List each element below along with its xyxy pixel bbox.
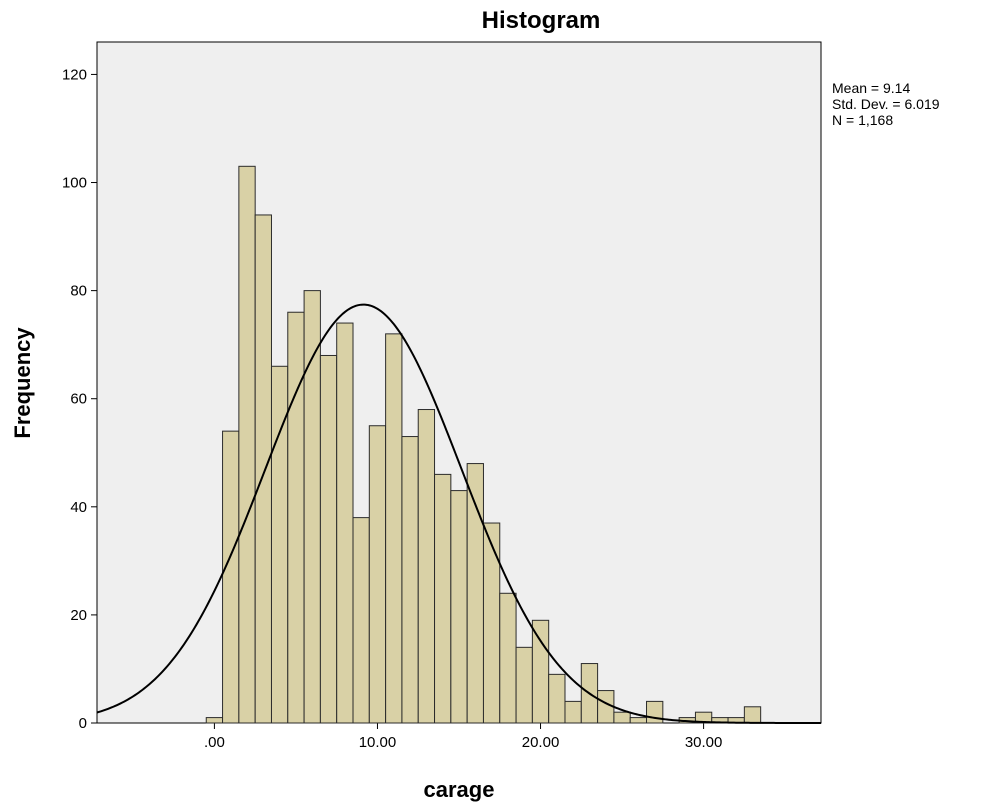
histogram-bar: [434, 473, 452, 724]
y-tick-label: 80: [70, 283, 87, 300]
normal-curve: [96, 303, 821, 724]
histogram-bar: [385, 333, 403, 724]
stat-mean: Mean = 9.14: [832, 80, 911, 96]
y-tick-label: 100: [62, 175, 87, 192]
histogram-bar: [482, 522, 501, 724]
x-tick-label: 20.00: [522, 734, 560, 751]
y-tick-label: 60: [70, 391, 87, 408]
histogram-bar: [450, 490, 468, 724]
x-tick-label: 30.00: [685, 734, 723, 751]
x-tick-label: 10.00: [359, 734, 397, 751]
y-axis: 0 20 40 60 80 100 120: [62, 66, 97, 732]
histogram-bar: [303, 290, 321, 724]
y-tick-label: 20: [70, 607, 87, 624]
histogram-bar: [336, 322, 354, 724]
histogram-bar: [743, 706, 762, 724]
histogram-bar: [564, 700, 582, 724]
chart-title: Histogram: [482, 7, 601, 34]
histogram-bar: [613, 711, 631, 724]
x-axis-label: carage: [424, 777, 495, 802]
histogram-bar: [646, 700, 664, 724]
x-axis: .00 10.00 20.00 30.00: [204, 723, 722, 751]
stat-std-dev: Std. Dev. = 6.019: [832, 96, 940, 112]
histogram-bar: [548, 673, 566, 724]
y-axis-label: Frequency: [10, 327, 35, 439]
histogram-bar: [401, 436, 419, 724]
stats-box: Mean = 9.14 Std. Dev. = 6.019 N = 1,168: [832, 80, 940, 128]
histogram-bar: [531, 619, 550, 724]
x-tick-label: .00: [204, 734, 225, 751]
histogram-bar: [205, 717, 224, 724]
y-tick-label: 120: [62, 66, 87, 83]
histogram-bar: [352, 517, 370, 724]
histogram-bar: [287, 311, 305, 724]
histogram-bar: [417, 409, 436, 724]
histogram-bar: [499, 592, 517, 724]
stat-n: N = 1,168: [832, 112, 894, 128]
histogram-bar: [319, 354, 338, 724]
histogram-bar: [254, 214, 272, 724]
y-tick-label: 0: [79, 715, 87, 732]
histogram-bar: [238, 165, 256, 724]
y-tick-label: 40: [70, 499, 87, 516]
histogram-bar: [368, 425, 387, 724]
histogram-bar: [222, 430, 240, 724]
histogram-bar: [515, 646, 533, 724]
histogram-bar: [629, 717, 648, 724]
